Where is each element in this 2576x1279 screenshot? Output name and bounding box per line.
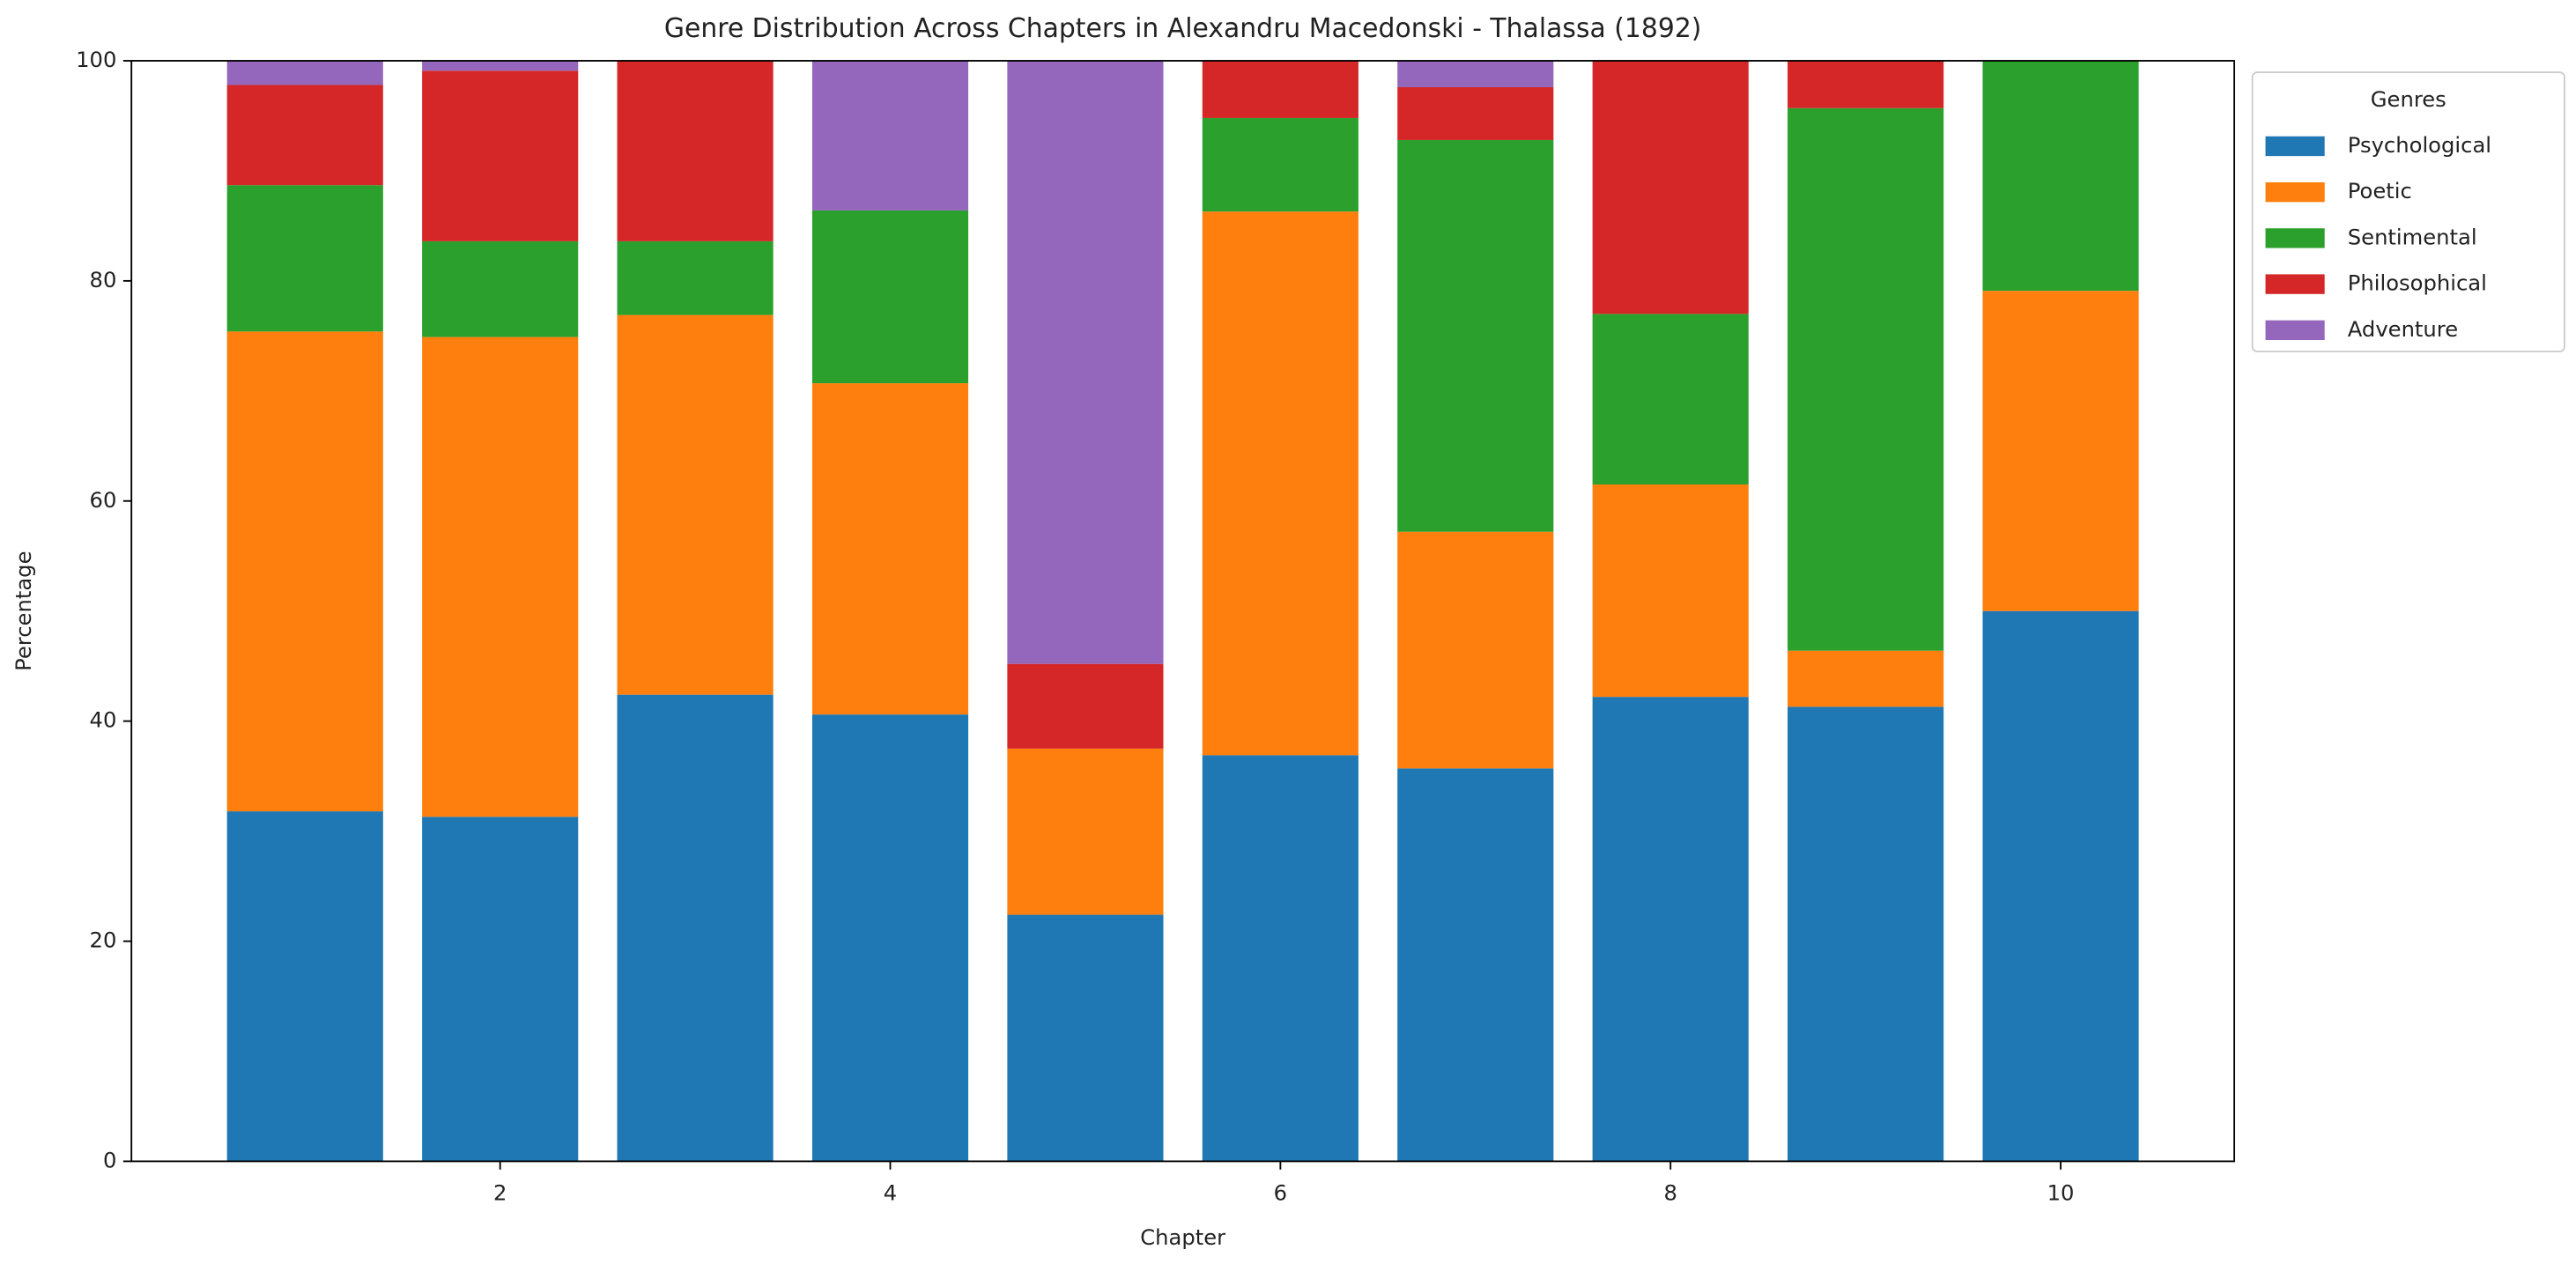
bar-segment <box>226 331 383 812</box>
bar-segment <box>422 60 579 71</box>
bar-segment <box>1202 117 1358 212</box>
y-tick-label: 20 <box>90 928 117 953</box>
bar-segment <box>1788 650 1944 707</box>
bar-segment <box>226 85 383 186</box>
bar-segment <box>1007 748 1164 915</box>
bar-segment <box>422 70 579 241</box>
bar-segment <box>617 314 774 695</box>
bar-segment <box>422 336 579 817</box>
x-tick-label: 4 <box>884 1180 897 1206</box>
bar-segment <box>617 694 774 1162</box>
bar-segment <box>1397 139 1554 532</box>
y-tick-label: 100 <box>76 47 116 72</box>
legend-title: Genres <box>2371 86 2446 112</box>
legend-swatch <box>2265 181 2325 203</box>
bar-segment <box>811 714 969 1162</box>
bar-segment <box>226 60 383 85</box>
bar-segment <box>1007 60 1164 664</box>
bar-segment <box>1397 60 1554 87</box>
y-tick-label: 80 <box>90 267 117 292</box>
bar-segment <box>226 811 383 1162</box>
legend-label: Sentimental <box>2348 224 2477 249</box>
bar-segment <box>1592 697 1749 1162</box>
bar-segment <box>617 60 774 241</box>
chart-title: Genre Distribution Across Chapters in Al… <box>664 13 1702 44</box>
bar-segment <box>1788 60 1944 108</box>
x-tick-label: 8 <box>1663 1180 1677 1206</box>
bar-segment <box>811 210 969 384</box>
legend-label: Philosophical <box>2348 270 2487 296</box>
bar-segment <box>1007 663 1164 749</box>
x-axis-label: Chapter <box>1140 1224 1225 1250</box>
bar-segment <box>1592 484 1749 698</box>
y-tick-label: 40 <box>90 707 117 733</box>
bar-segment <box>1397 531 1554 769</box>
y-tick-label: 0 <box>103 1147 116 1172</box>
bar-segment <box>1592 60 1749 314</box>
bar-segment <box>1592 314 1749 485</box>
legend-label: Psychological <box>2348 132 2491 158</box>
bar-segment <box>1007 914 1164 1162</box>
bar-segment <box>1982 291 2139 611</box>
bar-segment <box>811 60 969 211</box>
bar-segment <box>1202 755 1358 1162</box>
bar-segment <box>1397 86 1554 140</box>
bar-segment <box>422 817 579 1162</box>
bar-segment <box>1982 60 2139 292</box>
legend-swatch <box>2265 228 2325 248</box>
plot-frame <box>130 60 2236 1163</box>
bar-segment <box>1397 768 1554 1162</box>
x-tick-label: 10 <box>2047 1180 2075 1206</box>
bar-segment <box>1982 610 2139 1162</box>
legend-box <box>2251 71 2565 352</box>
legend-swatch <box>2265 320 2325 341</box>
bar-segment <box>1788 107 1944 651</box>
legend-swatch <box>2265 274 2325 294</box>
bar-segment <box>1788 706 1944 1162</box>
bar-segment <box>226 185 383 332</box>
bar-segment <box>1202 211 1358 756</box>
y-tick-label: 60 <box>90 487 117 513</box>
bar-segment <box>617 240 774 315</box>
bar-segment <box>422 240 579 337</box>
bar-segment <box>1202 60 1358 118</box>
x-tick-label: 2 <box>493 1180 507 1206</box>
legend-label: Adventure <box>2348 316 2458 342</box>
y-axis-label: Percentage <box>11 551 36 671</box>
legend-label: Poetic <box>2348 178 2412 203</box>
x-tick-label: 6 <box>1274 1180 1287 1206</box>
legend-swatch <box>2265 136 2325 157</box>
bar-segment <box>811 383 969 715</box>
